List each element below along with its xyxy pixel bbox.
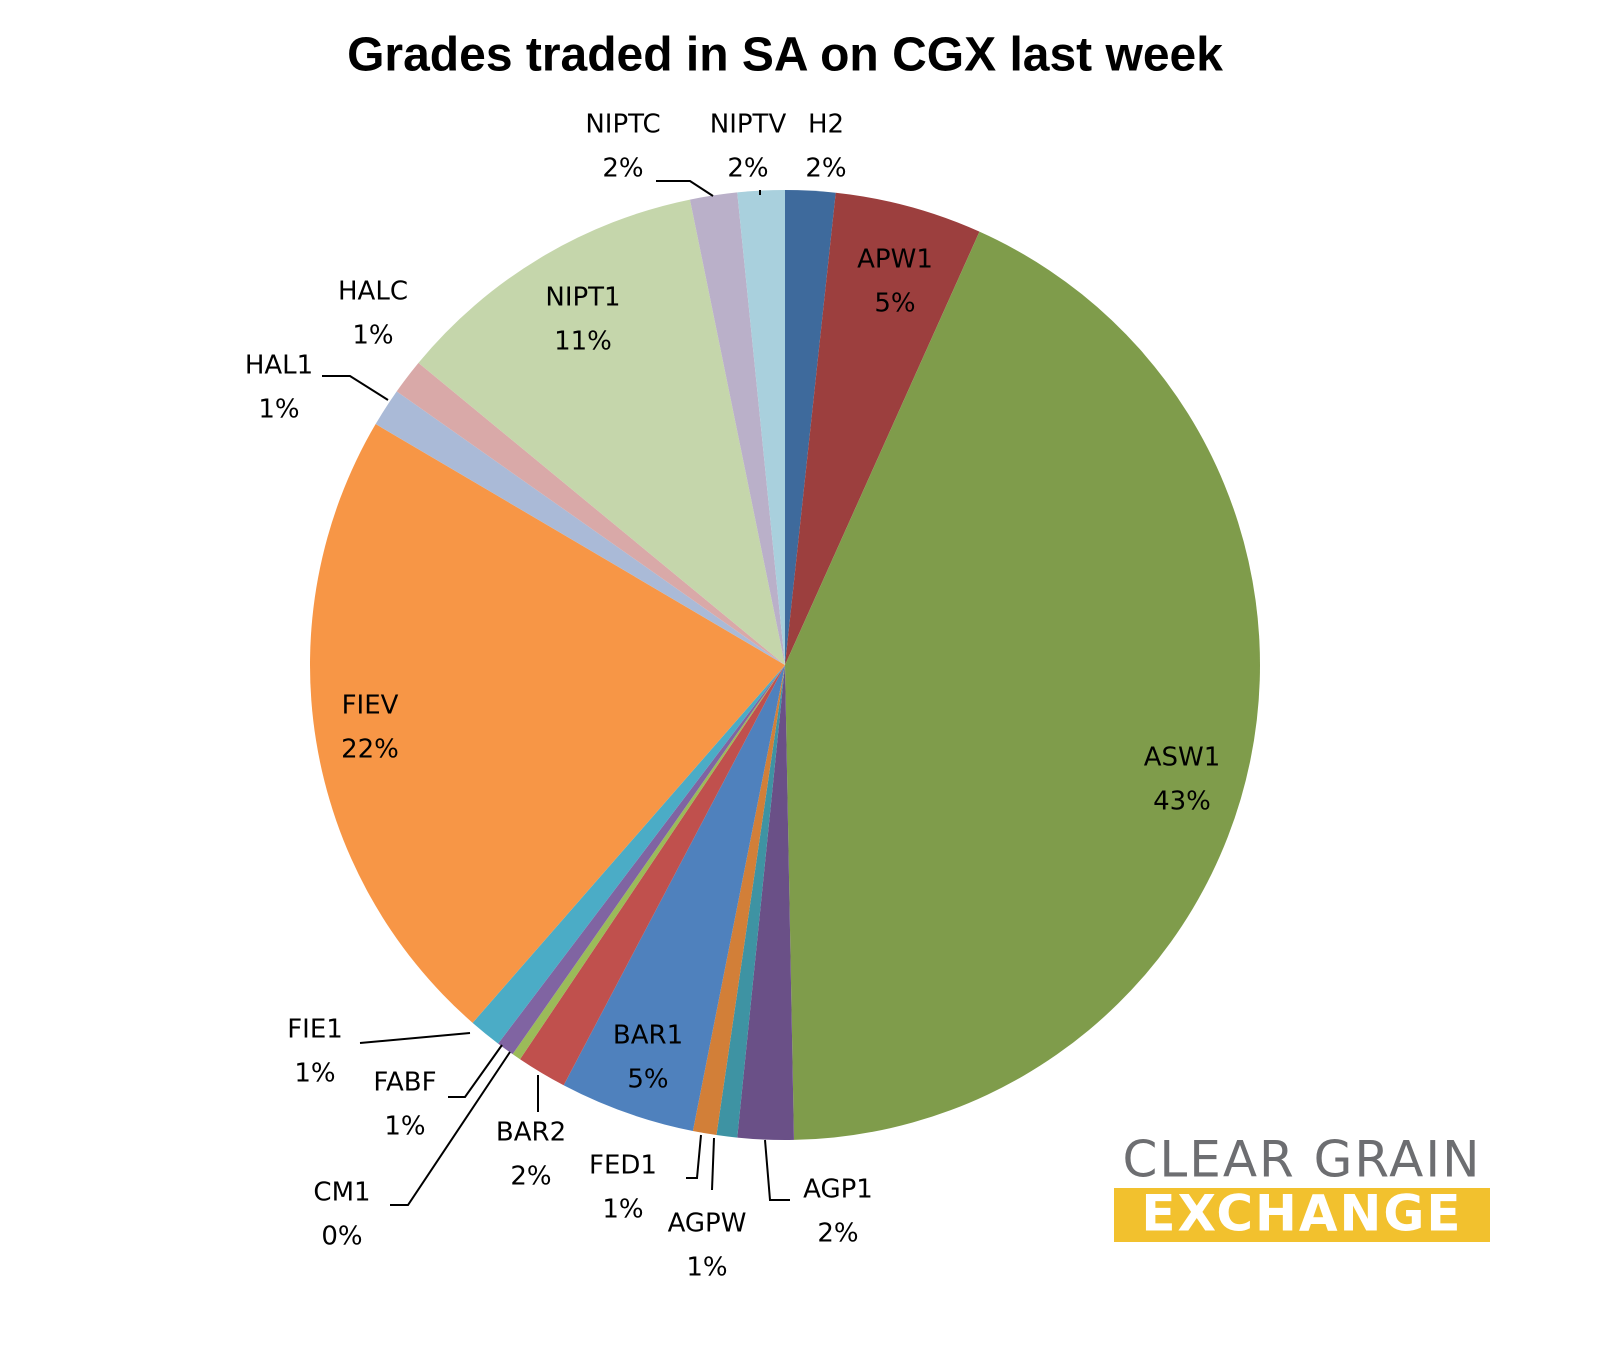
- slice-label: AGP1: [803, 1175, 873, 1205]
- logo: CLEAR GRAIN EXCHANGE: [1114, 1131, 1490, 1243]
- pie-slice: [310, 424, 785, 1023]
- slice-value-label: 2%: [727, 154, 768, 184]
- slice-label: BAR1: [613, 1021, 683, 1051]
- slice-value-label: 1%: [686, 1253, 727, 1283]
- pie-slice: [716, 665, 785, 1138]
- pie-slice: [472, 665, 785, 1044]
- leader-line: [686, 1134, 702, 1179]
- slice-label: FABF: [373, 1068, 436, 1098]
- slice-value-label: 5%: [874, 289, 915, 319]
- slice-value-label: 22%: [341, 735, 399, 765]
- slice-label: BAR2: [496, 1118, 566, 1148]
- pie-slice: [689, 192, 785, 665]
- slice-label: ASW1: [1144, 743, 1221, 773]
- slice-value-label: 0%: [321, 1222, 362, 1252]
- pie-slice: [498, 665, 785, 1055]
- leader-line: [656, 180, 714, 197]
- pie-slice: [512, 665, 785, 1060]
- leader-line: [359, 1032, 471, 1044]
- slice-value-label: 5%: [627, 1065, 668, 1095]
- slice-label: AGPW: [668, 1209, 747, 1239]
- slice-value-label: 2%: [510, 1162, 551, 1192]
- slice-label: FIE1: [287, 1015, 343, 1045]
- slice-label: NIPTC: [585, 110, 660, 140]
- pie-slice: [418, 199, 785, 665]
- logo-line2: EXCHANGE: [1141, 1185, 1462, 1243]
- slice-label: HAL1: [245, 351, 313, 381]
- slice-label: CM1: [313, 1178, 370, 1208]
- slice-label: NIPTV: [710, 110, 787, 140]
- slice-label: FIEV: [342, 691, 399, 721]
- leader-line: [448, 1044, 503, 1098]
- leader-line: [711, 1137, 715, 1191]
- pie-slice: [785, 190, 836, 665]
- pie-slice: [520, 665, 785, 1086]
- pie-slice: [692, 665, 785, 1136]
- slice-label: H2: [808, 110, 844, 140]
- leader-line: [322, 375, 389, 401]
- slice-value-label: 43%: [1153, 787, 1211, 817]
- slice-value-label: 2%: [805, 154, 846, 184]
- slice-value-label: 1%: [602, 1195, 643, 1225]
- slice-value-label: 1%: [258, 395, 299, 425]
- slice-value-label: 1%: [384, 1112, 425, 1142]
- logo-band: [1114, 1188, 1490, 1242]
- pie-slice: [737, 190, 785, 665]
- slice-label: NIPT1: [545, 283, 620, 313]
- pie-slice: [737, 665, 794, 1140]
- pie-slice: [563, 665, 785, 1131]
- pie-slice: [785, 192, 980, 666]
- slice-label: FED1: [589, 1151, 657, 1181]
- slice-value-label: 11%: [554, 327, 612, 357]
- slice-value-label: 2%: [602, 154, 643, 184]
- slice-value-label: 2%: [817, 1219, 858, 1249]
- pie-slice: [396, 362, 785, 665]
- leader-line: [764, 1139, 790, 1201]
- pie-slice: [785, 231, 1260, 1140]
- slice-value-label: 1%: [352, 321, 393, 351]
- slice-label: HALC: [338, 277, 408, 307]
- slice-value-label: 1%: [294, 1059, 335, 1089]
- slice-label: APW1: [857, 245, 933, 275]
- chart-title: Grades traded in SA on CGX last week: [347, 29, 1223, 82]
- leader-line: [390, 1051, 511, 1206]
- logo-line1: CLEAR GRAIN: [1122, 1131, 1481, 1189]
- pie-slice: [375, 391, 785, 665]
